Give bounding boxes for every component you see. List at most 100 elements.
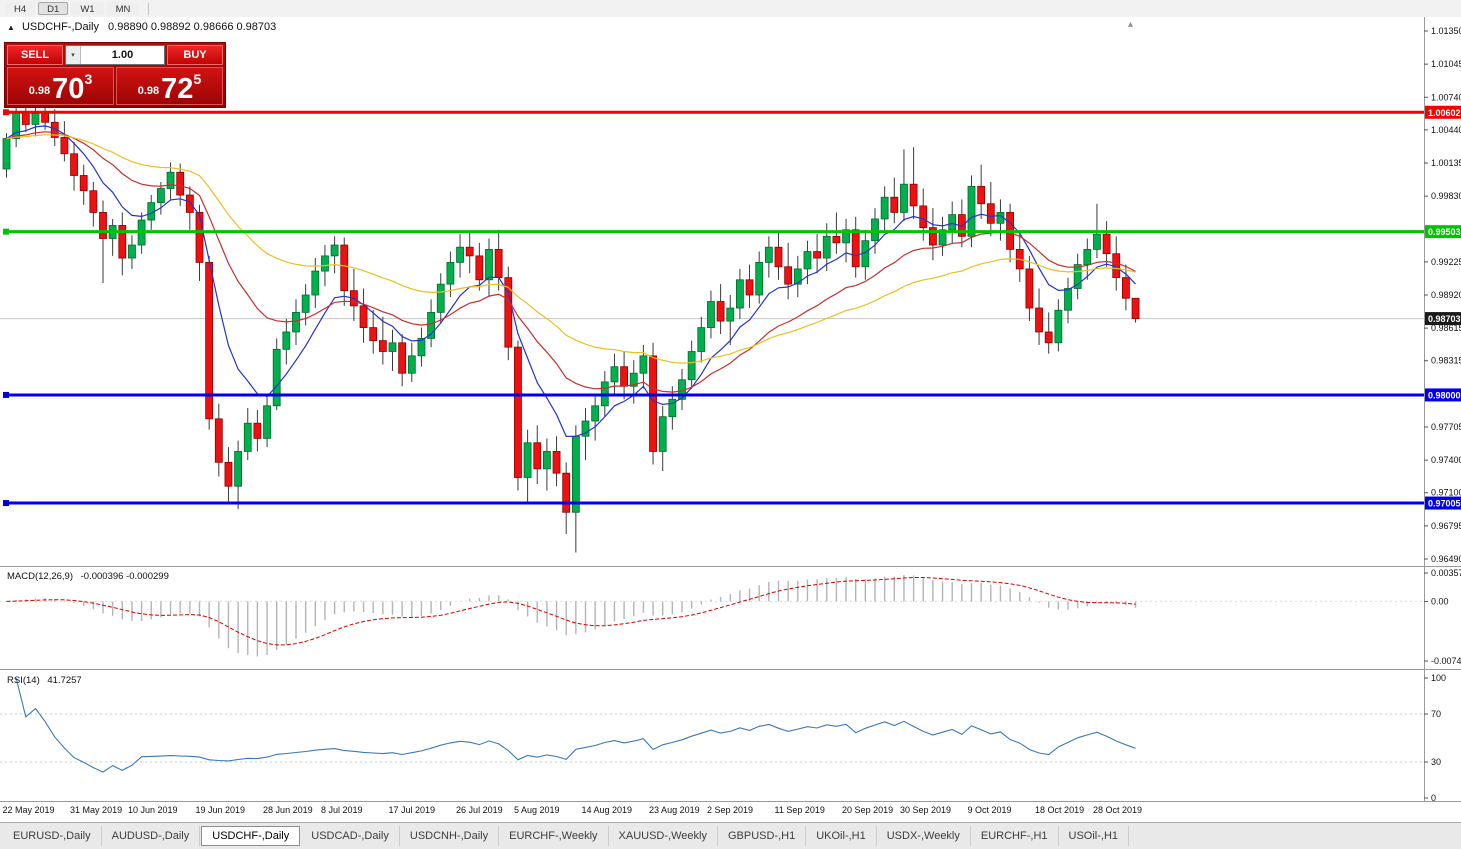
- chart-tab-usoil-h1[interactable]: USOil-,H1: [1059, 826, 1130, 846]
- date-axis-label[interactable]: 14 Aug 2019: [582, 805, 633, 815]
- candle-up: [292, 311, 300, 333]
- price-tag-label: 1.00602: [1428, 108, 1461, 118]
- date-axis-label[interactable]: 28 Jun 2019: [263, 805, 313, 815]
- price-tag[interactable]: [1425, 312, 1461, 326]
- price-tag[interactable]: [1425, 225, 1461, 239]
- chart-shift-marker-icon[interactable]: ▴: [1128, 19, 1134, 30]
- buy-price-prefix: 0.98: [137, 85, 160, 97]
- candle-up: [263, 405, 271, 439]
- level-line-handle[interactable]: [3, 500, 9, 507]
- price-tag[interactable]: [1425, 388, 1461, 402]
- candle-up: [446, 262, 455, 285]
- date-axis-label[interactable]: 10 Jun 2019: [128, 805, 178, 815]
- price-tag[interactable]: [1425, 105, 1461, 119]
- candle-down: [649, 355, 657, 452]
- candle-down: [378, 340, 387, 352]
- sell-price-prefix: 0.98: [28, 85, 51, 97]
- chart-window[interactable]: 1.01350 1.01045 1.00740 1.00440 1.00135 0.998…: [0, 17, 1461, 823]
- candle-down: [359, 305, 368, 328]
- chart-tab-usdx-weekly[interactable]: USDX-,Weekly: [877, 826, 971, 846]
- chart-ohlc-values: 0.98890 0.98892 0.98666 0.98703: [108, 21, 277, 33]
- sell-price-display[interactable]: 0.98 70 3: [7, 67, 114, 105]
- date-axis-label[interactable]: 5 Aug 2019: [514, 805, 560, 815]
- volume-spinner-icon[interactable]: ▾: [66, 46, 81, 64]
- rsi-axis-label: 70: [1431, 709, 1441, 719]
- chart-tab-usdcad-daily[interactable]: USDCAD-,Daily: [301, 826, 400, 846]
- candle-down: [832, 235, 841, 244]
- date-axis-label[interactable]: 30 Sep 2019: [900, 805, 951, 815]
- level-line-handle[interactable]: [3, 228, 9, 235]
- candle-up: [1064, 288, 1072, 311]
- date-axis-label[interactable]: 11 Sep 2019: [775, 805, 825, 815]
- chart-tab-usdchf-daily[interactable]: USDCHF-,Daily: [201, 826, 301, 846]
- macd-axis-label: -0.00749: [1431, 656, 1461, 666]
- candle-up: [311, 270, 320, 296]
- date-axis-label[interactable]: 8 Jul 2019: [321, 805, 363, 815]
- chart-tab-xauusd-weekly[interactable]: XAUUSD-,Weekly: [609, 826, 718, 846]
- candle-down: [185, 194, 194, 213]
- timeframe-button-h4[interactable]: H4: [5, 2, 36, 15]
- candle-down: [99, 212, 107, 239]
- sell-button[interactable]: SELL: [7, 45, 63, 65]
- timeframe-button-w1[interactable]: W1: [71, 2, 104, 15]
- chart-tab-usdcnh-daily[interactable]: USDCNH-,Daily: [400, 826, 500, 846]
- ma-line-medium: [6, 131, 1136, 393]
- level-line-handle[interactable]: [3, 391, 9, 398]
- candle-down: [465, 246, 474, 257]
- chart-tab-ukoil-h1[interactable]: UKOil-,H1: [806, 826, 877, 846]
- price-tag-label: 0.98000: [1428, 390, 1461, 400]
- date-axis-label[interactable]: 26 Jul 2019: [456, 805, 503, 815]
- date-axis-label[interactable]: 18 Oct 2019: [1035, 805, 1084, 815]
- price-tick-label: 0.97100: [1431, 488, 1461, 498]
- candle-up: [967, 185, 976, 237]
- rsi-axis-label: 0: [1431, 793, 1436, 803]
- rsi-layer: [15, 677, 1136, 773]
- price-chart-canvas[interactable]: 1.01350 1.01045 1.00740 1.00440 1.00135 0.998…: [0, 17, 1461, 823]
- chart-tab-eurchf-h1[interactable]: EURCHF-,H1: [971, 826, 1059, 846]
- buy-price-display[interactable]: 0.98 72 5: [116, 67, 223, 105]
- rsi-indicator-label: RSI(14) 41.7257: [7, 675, 82, 686]
- candle-up: [822, 235, 831, 259]
- candle-up: [687, 351, 696, 381]
- candle-up: [272, 348, 281, 407]
- date-axis-label[interactable]: 20 Sep 2019: [842, 805, 893, 815]
- chart-tab-gbpusd-h1[interactable]: GBPUSD-,H1: [718, 826, 807, 846]
- candle-up: [629, 372, 638, 387]
- chart-tab-audusd-daily[interactable]: AUDUSD-,Daily: [102, 826, 201, 846]
- price-tick-label: 0.97705: [1431, 422, 1461, 432]
- one-click-toggle-icon[interactable]: ▲: [7, 23, 15, 32]
- date-axis-label[interactable]: 22 May 2019: [3, 805, 55, 815]
- chart-tab-eurchf-weekly[interactable]: EURCHF-,Weekly: [499, 826, 609, 846]
- date-axis-label[interactable]: 9 Oct 2019: [968, 805, 1012, 815]
- candle-up: [243, 422, 252, 452]
- rsi-axis-label: 30: [1431, 757, 1441, 767]
- price-tick-label: 0.99225: [1431, 257, 1461, 267]
- buy-button[interactable]: BUY: [167, 45, 223, 65]
- timeframe-button-mn[interactable]: MN: [106, 2, 140, 15]
- date-axis-label[interactable]: 17 Jul 2019: [389, 805, 436, 815]
- candle-down: [909, 183, 918, 207]
- candle-down: [552, 451, 561, 474]
- rsi-name: RSI(14): [7, 675, 40, 686]
- date-axis-label[interactable]: 2 Sep 2019: [707, 805, 753, 815]
- timeframe-button-d1[interactable]: D1: [38, 2, 69, 15]
- date-axis-label[interactable]: 28 Oct 2019: [1093, 805, 1142, 815]
- candle-up: [736, 279, 744, 309]
- trade-panel-controls: SELL ▾ BUY: [7, 45, 223, 65]
- date-axis-label[interactable]: 23 Aug 2019: [649, 805, 700, 815]
- candle-down: [1025, 268, 1034, 309]
- candle-down: [1102, 233, 1111, 255]
- date-axis-label[interactable]: 19 Jun 2019: [196, 805, 246, 815]
- candle-down: [504, 277, 513, 348]
- candle-up: [2, 138, 11, 170]
- candle-up: [301, 294, 310, 313]
- level-line-handle[interactable]: [3, 109, 9, 116]
- candles-layer: [2, 97, 1140, 553]
- volume-input[interactable]: [81, 46, 164, 64]
- price-tag[interactable]: [1425, 496, 1461, 510]
- date-axis-label[interactable]: 31 May 2019: [70, 805, 122, 815]
- candle-up: [938, 229, 947, 246]
- chart-tab-eurusd-daily[interactable]: EURUSD-,Daily: [3, 826, 102, 846]
- candle-down: [60, 137, 69, 155]
- candle-up: [388, 342, 397, 352]
